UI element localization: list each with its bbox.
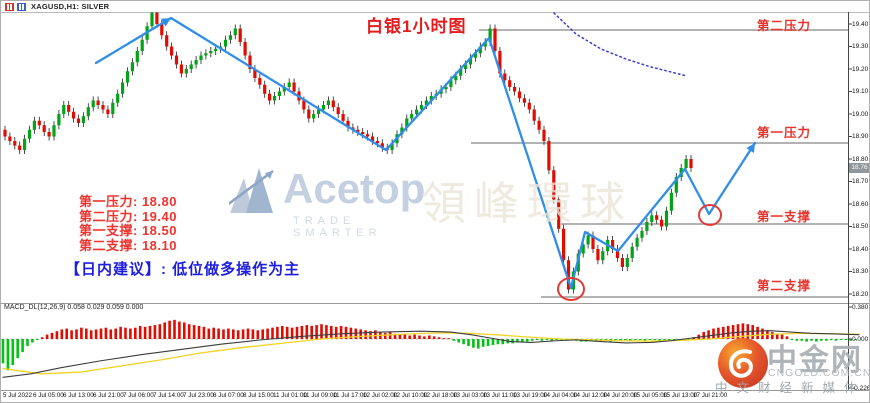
price-axis-label: 18.40 <box>852 245 869 253</box>
trend-zigzag-line <box>94 16 757 290</box>
cngold-tagline-text: 中文财经新媒体 <box>715 381 866 395</box>
time-axis-label: 6 Jul 21:00 <box>93 392 124 399</box>
candlestick-chart-icon[interactable] <box>5 3 14 11</box>
cngold-brand-text: 中金网 <box>767 344 863 377</box>
price-axis-label: 19.30 <box>852 43 869 50</box>
price-axis-label: 18.70 <box>852 178 869 185</box>
cngold-logo-icon <box>718 338 768 388</box>
intraday-advice-text: 【日内建议】: 低位做多操作为主 <box>65 261 301 278</box>
price-axis-label: 19.40 <box>852 20 869 28</box>
macd-signal-line <box>2 332 860 375</box>
time-axis-label: 11 Jul 01:00 <box>273 392 307 399</box>
trend-arrowhead <box>746 143 755 154</box>
line-chart-icon[interactable] <box>17 3 26 11</box>
time-axis-label: 13 Jul 19:00 <box>513 392 548 399</box>
highlight-circle <box>698 204 722 226</box>
time-axis-label: 13 Jul 03:00 <box>453 392 488 399</box>
time-axis-label: 14 Jul 04:00 <box>543 392 578 399</box>
acetop-brand-text: Acetop <box>283 165 426 212</box>
level-line: 第二压力: 19.40 <box>79 208 177 224</box>
acetop-logo-icon <box>226 168 274 213</box>
time-axis-label: 7 Jul 06:00 <box>123 392 154 399</box>
chart-main-title: 白银1小时图 <box>366 17 467 36</box>
price-axis-label: 18.90 <box>852 133 869 140</box>
level-line: 第二支撑: 18.10 <box>79 237 177 253</box>
time-axis-label: 8 Jul 15:00 <box>243 392 274 399</box>
time-axis-label: 11 Jul 17:00 <box>333 392 367 399</box>
price-axis-label: 18.80 <box>852 155 869 163</box>
price-axis-label: 19.20 <box>852 65 869 73</box>
macd-axis-label: 0.000 <box>852 335 869 343</box>
cngold-domain-text: CNGOLD.COM.CN <box>768 367 870 379</box>
time-axis-label: 12 Jul 18:00 <box>423 392 458 399</box>
time-axis-label: 15 Jul 05:00 <box>633 392 668 399</box>
time-axis-label: 7 Jul 14:00 <box>153 392 184 399</box>
macd-axis-label: 0.380 <box>852 303 869 311</box>
time-axis-label: 14 Jul 20:00 <box>603 392 638 399</box>
current-price-tag: 18.76 <box>849 163 869 173</box>
time-axis-label: 12 Jul 02:00 <box>363 392 398 399</box>
macd-main-line <box>2 330 860 378</box>
price-axis-label: 18.60 <box>852 200 869 208</box>
time-axis-label: 6 Jul 05:00 <box>33 392 64 399</box>
time-axis-label: 6 Jul 13:00 <box>63 392 94 399</box>
time-axis-label: 7 Jul 23:00 <box>183 392 214 399</box>
support2-label: 第二支撑 <box>757 279 812 293</box>
price-axis-label: 18.20 <box>852 290 869 298</box>
price-axis-label: 19.10 <box>852 88 869 95</box>
time-axis-label: 12 Jul 10:00 <box>393 392 428 399</box>
time-axis-label: 11 Jul 09:00 <box>303 392 337 399</box>
time-axis-label: 13 Jul 11:00 <box>483 392 517 399</box>
macd-indicator-label: MACD_DL(12,26,9) 0.058 0.029 0.059 0.000 <box>4 304 144 311</box>
resistance1-label: 第一压力 <box>757 126 812 140</box>
key-levels-text: 第一压力: 18.80 第二压力: 19.40 第一支撑: 18.50 第二支撑… <box>79 194 177 253</box>
level-line: 第一压力: 18.80 <box>79 194 177 209</box>
highlight-circle <box>557 277 585 301</box>
symbol-title: XAGUSD,H1: SILVER <box>31 2 110 11</box>
time-axis-label: 8 Jul 07:00 <box>213 392 244 399</box>
price-axis-label: 18.50 <box>852 223 869 230</box>
acetop-brand-cn-text: 領峰環球 <box>421 178 634 229</box>
resistance2-label: 第二压力 <box>757 19 812 33</box>
acetop-watermark: Acetop TRADE SMARTER 領峰環球 <box>226 165 625 239</box>
macd-axis-label: -0.226 <box>852 384 870 392</box>
price-axis-label: 19.00 <box>852 110 869 118</box>
trend-arrowhead <box>160 18 171 27</box>
dotted-forecast-curve <box>553 12 688 77</box>
time-axis-label: 15 Jul 13:00 <box>663 392 698 399</box>
chart-title-bar: XAGUSD,H1: SILVER <box>1 1 869 12</box>
candlestick-series <box>3 8 693 294</box>
time-axis-label: 14 Jul 12:00 <box>573 392 608 399</box>
price-axis-label: 18.30 <box>852 268 869 275</box>
acetop-tagline-text: TRADE SMARTER <box>293 215 382 239</box>
time-axis-label: 5 Jul 2022 <box>3 392 33 399</box>
time-axis-label: 17 Jul 21:00 <box>693 392 728 399</box>
support1-label: 第一支撑 <box>757 210 812 224</box>
level-line: 第一支撑: 18.50 <box>79 223 177 238</box>
